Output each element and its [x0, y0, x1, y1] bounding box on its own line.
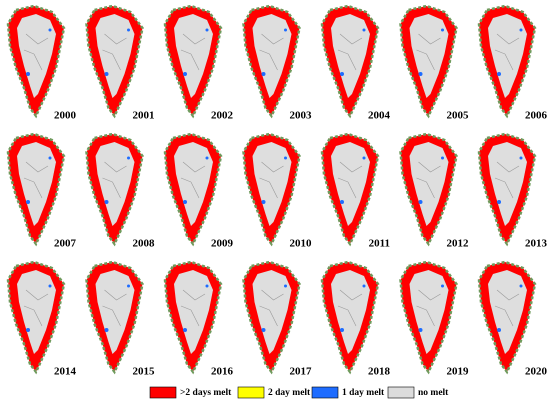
greenland-map [6, 260, 66, 374]
greenland-map [477, 132, 537, 246]
greenland-map [320, 132, 380, 246]
greenland-map [399, 132, 458, 246]
greenland-map [163, 132, 223, 246]
greenland-map [320, 4, 380, 118]
greenland-map [163, 260, 223, 374]
year-label: 2008 [133, 238, 156, 250]
year-label: 2010 [290, 238, 313, 250]
greenland-map [85, 4, 144, 118]
year-label: 2006 [525, 110, 548, 122]
legend-label: 1 day melt [342, 388, 385, 398]
year-label: 2007 [54, 238, 77, 250]
year-label: 2019 [447, 366, 470, 378]
legend-swatch [237, 386, 265, 399]
legend-swatch [387, 386, 415, 399]
legend-label: >2 days melt [180, 388, 232, 398]
year-label: 2016 [211, 366, 234, 378]
greenland-map [6, 4, 66, 118]
greenland-map [399, 4, 458, 118]
year-label: 2002 [211, 110, 234, 122]
greenland-map [242, 132, 301, 246]
greenland-map [6, 132, 66, 246]
year-label: 2017 [290, 366, 313, 378]
year-label: 2009 [211, 238, 234, 250]
greenland-map [477, 4, 537, 118]
greenland-map [85, 260, 144, 374]
year-label: 2011 [369, 238, 390, 250]
year-label: 2020 [525, 366, 548, 378]
year-label: 2005 [447, 110, 470, 122]
greenland-map [477, 260, 537, 374]
year-label: 2015 [133, 366, 156, 378]
legend-swatch [149, 386, 177, 399]
year-label: 2004 [368, 110, 391, 122]
year-label: 2000 [54, 110, 77, 122]
legend-label: no melt [418, 388, 449, 398]
greenland-map [399, 260, 458, 374]
greenland-map [242, 4, 301, 118]
greenland-map [163, 4, 223, 118]
greenland-map [242, 260, 301, 374]
greenland-map [85, 132, 144, 246]
year-label: 2013 [525, 238, 548, 250]
year-label: 2018 [368, 366, 391, 378]
legend-swatch [311, 386, 339, 399]
year-label: 2003 [290, 110, 313, 122]
year-label: 2001 [133, 110, 155, 122]
greenland-map [320, 260, 380, 374]
year-label: 2014 [54, 366, 77, 378]
legend-label: 2 day melt [268, 388, 311, 398]
year-label: 2012 [447, 238, 470, 250]
